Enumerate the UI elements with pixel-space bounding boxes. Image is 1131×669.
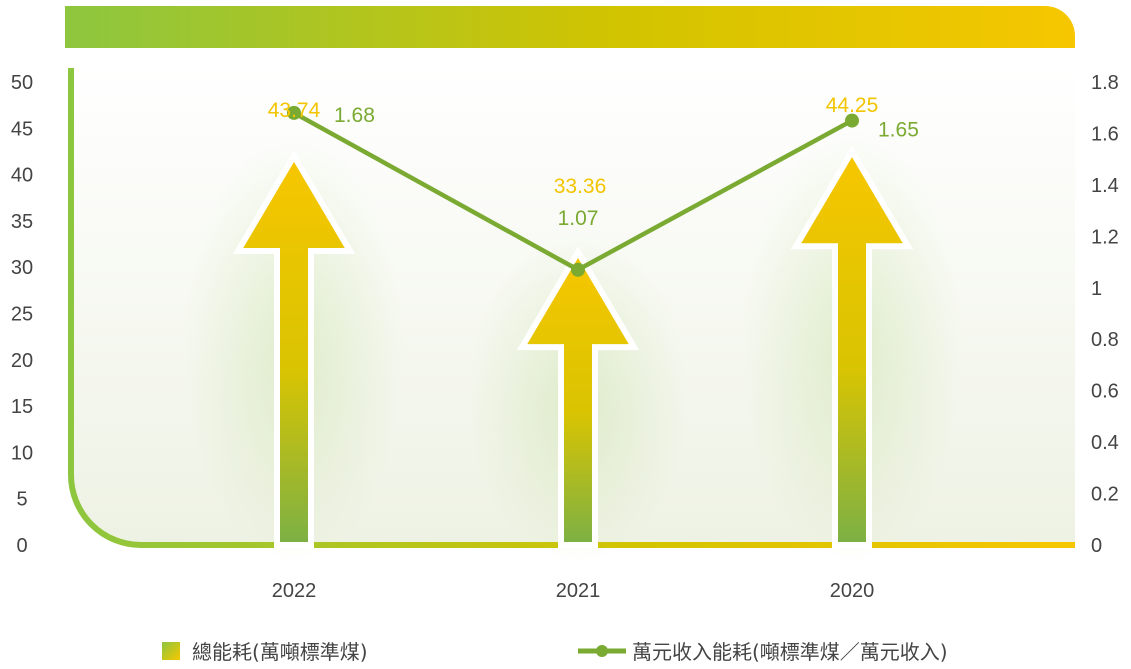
left-axis-tick-label: 30 xyxy=(11,257,33,279)
line-point xyxy=(571,262,585,277)
line-value-label: 1.07 xyxy=(558,207,599,230)
right-axis-tick-label: 0.2 xyxy=(1091,484,1119,506)
line-value-label: 1.68 xyxy=(334,104,375,127)
left-axis-tick-label: 10 xyxy=(11,442,33,464)
legend-swatch-bar xyxy=(162,642,180,660)
line-point xyxy=(845,113,859,128)
bar-arrow xyxy=(790,145,914,548)
right-axis-tick-label: 0.6 xyxy=(1091,381,1119,403)
left-axis-tick-label: 35 xyxy=(11,211,33,233)
x-axis-tick-label: 2022 xyxy=(272,580,317,602)
left-y-axis: 0 5 10 15 20 25 30 35 40 45 50 xyxy=(11,72,33,557)
x-axis: 2022 2021 2020 xyxy=(272,580,875,602)
left-axis-tick-label: 50 xyxy=(11,72,33,94)
left-axis-tick-label: 5 xyxy=(16,489,27,511)
x-axis-tick-label: 2021 xyxy=(556,580,601,602)
line-value-label: 1.65 xyxy=(878,119,919,142)
line-point xyxy=(287,105,301,120)
legend-label-line: 萬元收入能耗(噸標準煤／萬元收入) xyxy=(632,640,948,664)
legend-swatch-marker xyxy=(596,645,608,657)
line-series xyxy=(287,105,859,277)
bar-value-label: 44.25 xyxy=(826,94,879,117)
right-axis-tick-label: 1.2 xyxy=(1091,226,1119,248)
right-axis-tick-label: 1.8 xyxy=(1091,72,1119,94)
bar-arrow xyxy=(232,150,356,548)
right-axis-tick-label: 0.4 xyxy=(1091,432,1119,454)
bar-value-label: 33.36 xyxy=(554,175,607,198)
right-axis-tick-label: 0.8 xyxy=(1091,329,1119,351)
x-axis-tick-label: 2020 xyxy=(830,580,875,602)
left-axis-tick-label: 45 xyxy=(11,118,33,140)
top-banner xyxy=(65,6,1075,48)
right-axis-tick-label: 1 xyxy=(1091,278,1102,300)
left-axis-tick-label: 25 xyxy=(11,304,33,326)
right-axis-tick-label: 1.6 xyxy=(1091,123,1119,145)
right-axis-tick-label: 1.4 xyxy=(1091,175,1119,197)
bar-value-label: 43.74 xyxy=(268,99,321,122)
left-axis-tick-label: 15 xyxy=(11,396,33,418)
left-axis-tick-label: 0 xyxy=(16,535,27,557)
data-labels: 43.74 33.36 44.25 1.68 1.07 1.65 xyxy=(268,94,919,230)
bar-series xyxy=(232,145,914,548)
plot-border xyxy=(68,68,1075,548)
left-axis-tick-label: 20 xyxy=(11,350,33,372)
right-y-axis: 0 0.2 0.4 0.6 0.8 1 1.2 1.4 1.6 1.8 xyxy=(1091,72,1119,557)
right-axis-tick-label: 0 xyxy=(1091,535,1102,557)
left-axis-tick-label: 40 xyxy=(11,165,33,187)
legend: 總能耗(萬噸標準煤) 萬元收入能耗(噸標準煤／萬元收入) xyxy=(162,640,948,664)
legend-label-bar: 總能耗(萬噸標準煤) xyxy=(192,640,368,664)
bar-arrow xyxy=(516,246,640,548)
